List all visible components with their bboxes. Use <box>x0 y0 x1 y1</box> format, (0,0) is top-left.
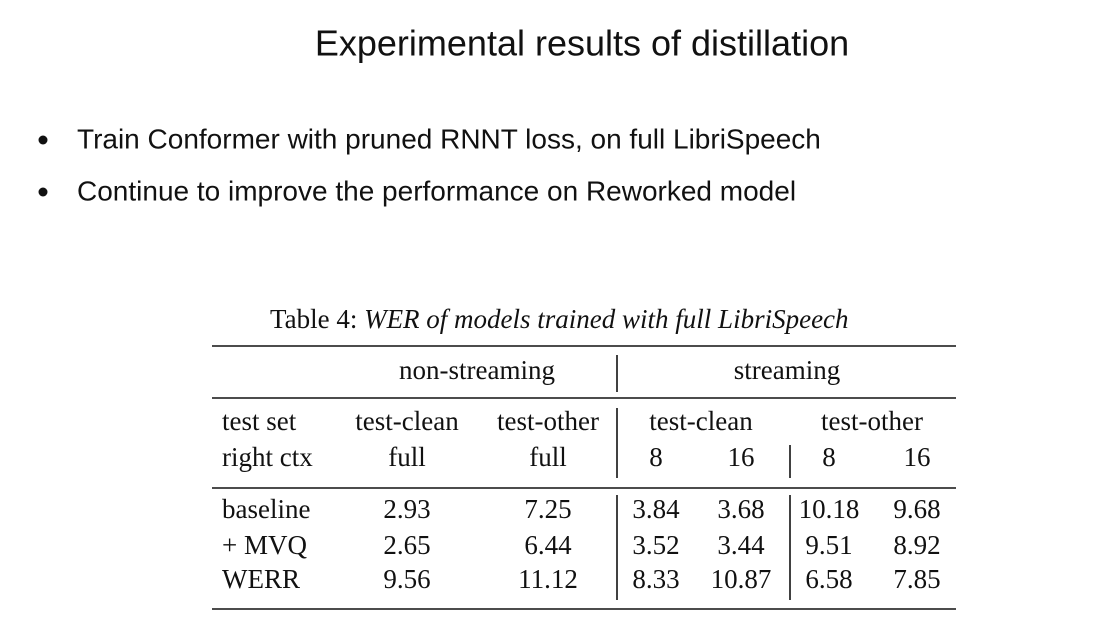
column-header: full <box>529 442 567 472</box>
bullet: Train Conformer with pruned RNNT loss, o… <box>77 123 821 154</box>
table-cell: 9.68 <box>893 494 940 524</box>
row-label: baseline <box>222 494 310 524</box>
caption-label: Table 4: <box>270 304 357 334</box>
table-cell: 10.87 <box>711 564 772 594</box>
table-cell: 9.51 <box>805 530 852 560</box>
table-cell: 9.56 <box>383 564 430 594</box>
table-cell: 6.58 <box>805 564 852 594</box>
column-header: full <box>388 442 426 472</box>
column-header: 16 <box>728 442 755 472</box>
table-cell: 8.33 <box>632 564 679 594</box>
row-label: WERR <box>222 564 300 594</box>
table-cell: 6.44 <box>524 530 572 560</box>
column-header: 16 <box>904 442 931 472</box>
caption-text: WER of models trained with full LibriSpe… <box>364 304 848 334</box>
table-cell: 2.93 <box>383 494 430 524</box>
group-header: non-streaming <box>399 355 555 385</box>
column-header: test-other <box>821 406 923 436</box>
column-header: test-clean <box>355 406 459 436</box>
table-cell: 10.18 <box>799 494 860 524</box>
column-header: right ctx <box>222 442 313 472</box>
table-cell: 11.12 <box>518 564 578 594</box>
table-caption: Table 4: WER of models trained with full… <box>270 304 849 334</box>
bullet-dot <box>38 187 48 197</box>
table-cell: 3.52 <box>632 530 679 560</box>
table-cell: 3.84 <box>632 494 680 524</box>
column-header: test set <box>222 406 297 436</box>
table-cell: 3.68 <box>717 494 764 524</box>
column-header: 8 <box>822 442 836 472</box>
slide-title: Experimental results of distillation <box>315 23 849 64</box>
column-header: 8 <box>649 442 663 472</box>
group-header: streaming <box>734 355 840 385</box>
table-cell: 7.85 <box>893 564 940 594</box>
row-label: + MVQ <box>222 530 307 560</box>
table-cell: 2.65 <box>383 530 430 560</box>
table-cell: 3.44 <box>717 530 765 560</box>
table-cell: 8.92 <box>893 530 940 560</box>
column-header: test-other <box>497 406 599 436</box>
bullet-dot <box>38 135 48 145</box>
bullet: Continue to improve the performance on R… <box>77 175 796 206</box>
table-cell: 7.25 <box>524 494 571 524</box>
column-header: test-clean <box>649 406 753 436</box>
